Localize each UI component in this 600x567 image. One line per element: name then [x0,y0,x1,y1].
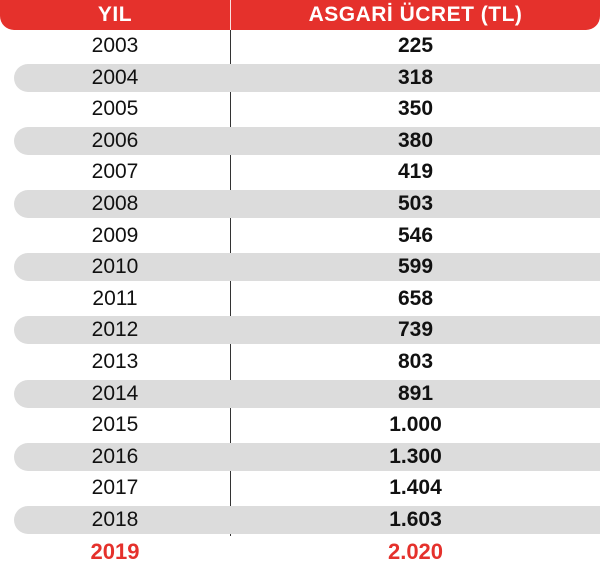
year-cell: 2009 [91,223,139,247]
year-cell: 2012 [91,318,139,342]
wage-cell: 318 [397,65,434,89]
wage-cell: 419 [397,160,434,184]
table-row: 2007 419 [0,156,600,188]
wage-cell: 1.000 [389,413,442,437]
wage-cell: 225 [397,34,434,57]
wage-cell: 1.603 [389,508,442,531]
highlight-wage-cell: 2.020 [387,538,444,564]
row-stripe [14,442,600,471]
table-row: 2015 1.000 [0,409,600,441]
row-stripe [14,126,600,155]
row-stripe [14,379,600,408]
year-cell: 2013 [91,350,139,373]
table-row: 2018 1.603 [0,504,600,536]
wage-cell: 599 [397,255,434,279]
table-row: 2003 225 [0,30,600,62]
row-stripe [14,316,600,345]
highlight-year-cell: 2019 [90,538,140,564]
wage-cell: 1.300 [389,444,442,468]
year-cell: 2006 [91,128,139,152]
wage-cell: 503 [397,192,434,215]
wage-cell: 739 [397,318,434,342]
row-stripe [14,190,600,218]
table-row: 2008 503 [0,188,600,220]
table-row: 2017 1.404 [0,472,600,504]
header-divider [230,0,231,30]
year-cell: 2008 [91,192,139,215]
wage-cell: 803 [397,350,434,373]
table-row: 2006 380 [0,125,600,157]
column-divider [230,30,231,536]
wage-cell: 546 [397,223,434,247]
year-cell: 2007 [91,160,139,184]
table-row: 2010 599 [0,251,600,283]
table-row: 2011 658 [0,283,600,315]
year-cell: 2018 [91,508,139,531]
year-cell: 2015 [91,413,139,437]
table-header: YIL ASGARİ ÜCRET (TL) [0,0,600,30]
year-cell: 2003 [91,34,139,57]
wage-cell: 1.404 [389,476,442,500]
table-row: 2014 891 [0,378,600,410]
table-row: 2013 803 [0,346,600,378]
year-cell: 2017 [91,476,139,500]
wage-cell: 350 [397,97,434,121]
row-stripe [14,63,600,92]
row-stripe [14,506,600,534]
year-column-header: YIL [97,3,133,26]
table-row: 2009 546 [0,220,600,252]
wage-cell: 658 [397,286,434,310]
year-cell: 2016 [91,444,139,468]
table-row: 2004 318 [0,62,600,94]
wage-cell: 380 [397,128,434,152]
table-row: 2012 739 [0,314,600,346]
table-row: 2005 350 [0,93,600,125]
year-cell: 2010 [91,255,139,279]
year-cell: 2011 [92,286,138,310]
highlight-row: 2019 2.020 [0,536,600,567]
year-cell: 2004 [91,65,139,89]
year-cell: 2014 [91,381,139,405]
wage-cell: 891 [397,381,434,405]
table-row: 2016 1.300 [0,441,600,473]
row-stripe [14,253,600,282]
wage-column-header: ASGARİ ÜCRET (TL) [308,3,523,26]
year-cell: 2005 [91,97,139,121]
